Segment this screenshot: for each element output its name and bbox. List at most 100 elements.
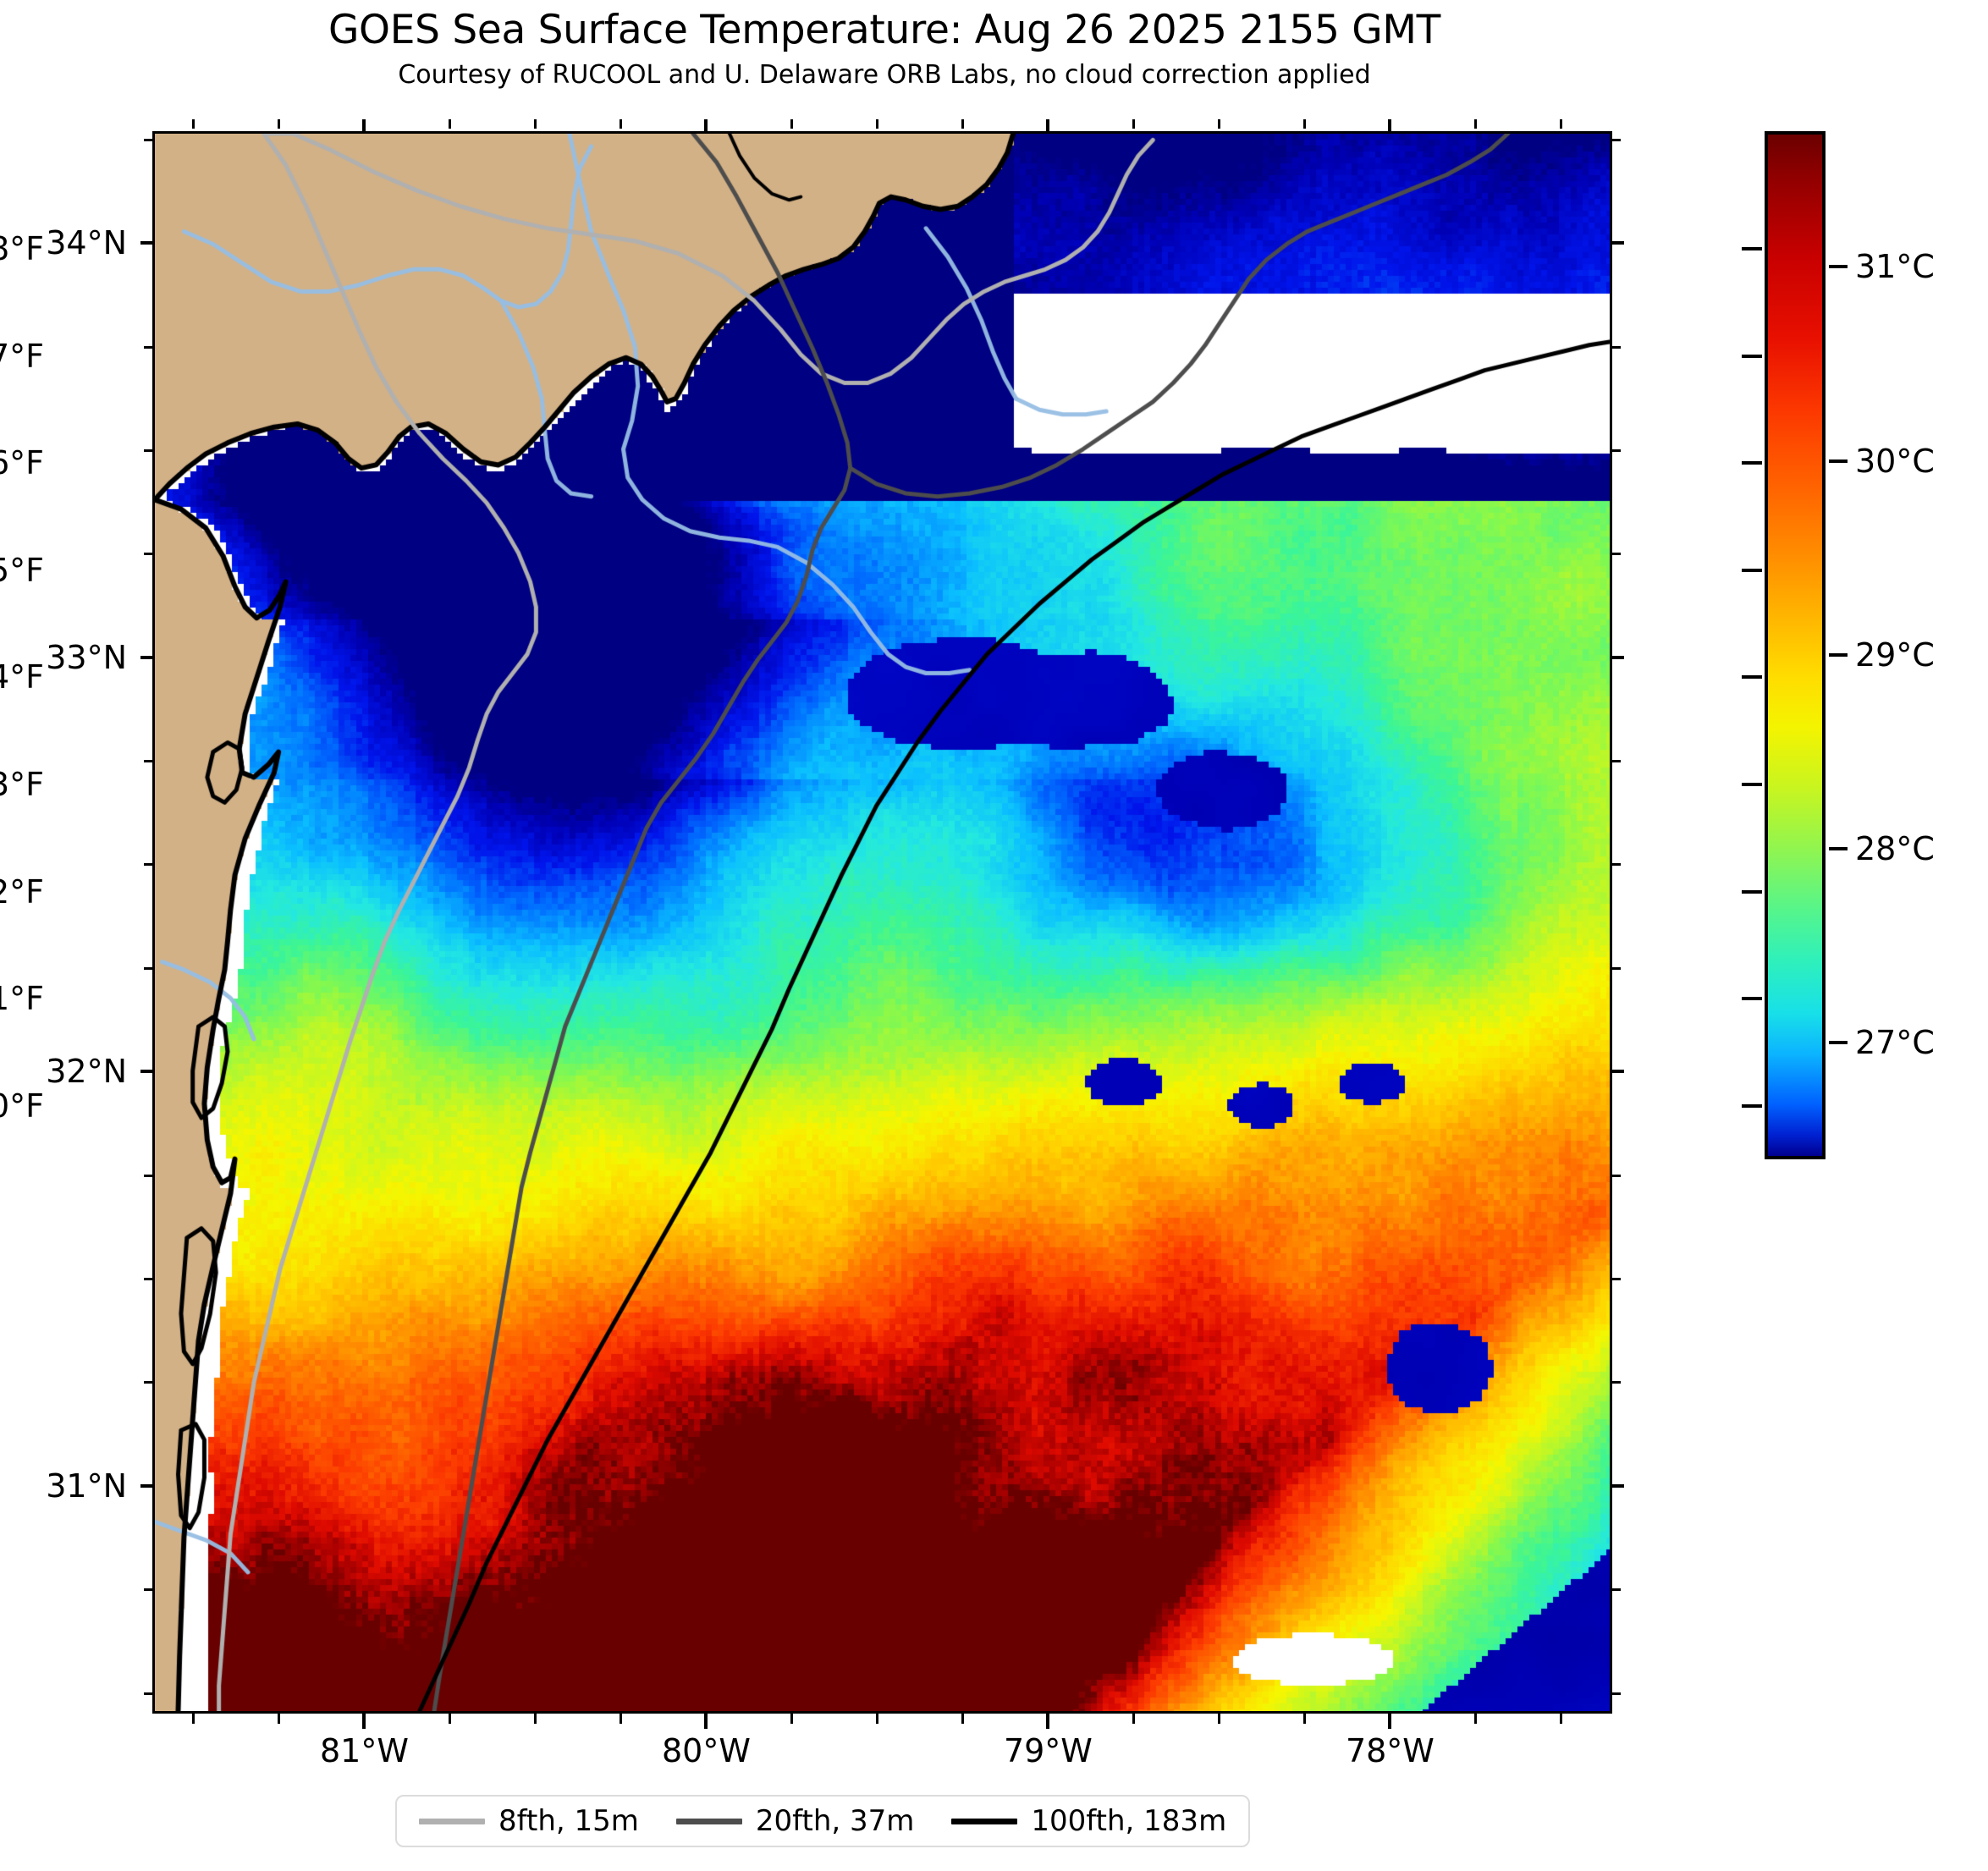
longitude-minor-tick <box>1560 119 1563 129</box>
colorbar-celsius-label: 29°C <box>1855 636 1935 674</box>
latitude-minor-tick <box>144 1381 152 1384</box>
longitude-minor-tick <box>1132 1714 1136 1724</box>
latitude-minor-tick <box>1612 138 1621 141</box>
latitude-minor-tick <box>1612 345 1621 349</box>
colorbar-fahrenheit-label: 83°F <box>0 766 44 804</box>
colorbar-celsius-tick <box>1829 847 1848 851</box>
latitude-minor-tick <box>144 966 152 970</box>
latitude-minor-tick <box>144 863 152 867</box>
sst-heatmap-canvas <box>155 134 1610 1711</box>
longitude-tick <box>704 119 708 133</box>
longitude-minor-tick <box>1218 119 1221 129</box>
latitude-minor-tick <box>144 345 152 349</box>
latitude-tick-label: 34°N <box>46 224 127 262</box>
latitude-minor-tick <box>144 1174 152 1177</box>
longitude-minor-tick <box>1560 1714 1563 1724</box>
latitude-minor-tick <box>1612 966 1621 970</box>
longitude-minor-tick <box>1303 119 1307 129</box>
colorbar-fahrenheit-label: 82°F <box>0 872 44 911</box>
longitude-tick <box>1388 119 1392 133</box>
colorbar-fahrenheit-tick <box>1742 568 1762 572</box>
longitude-tick <box>704 1714 708 1729</box>
longitude-minor-tick <box>961 119 965 129</box>
colorbar-fahrenheit-label: 85°F <box>0 551 44 589</box>
longitude-tick-label: 81°W <box>319 1732 409 1769</box>
colorbar-fahrenheit-label: 86°F <box>0 444 44 482</box>
page-title: GOES Sea Surface Temperature: Aug 26 202… <box>328 7 1441 53</box>
latitude-minor-tick <box>1612 760 1621 763</box>
latitude-tick <box>140 655 152 659</box>
depth-contour-legend: 8fth, 15m 20fth, 37m 100fth, 183m <box>395 1795 1251 1847</box>
latitude-tick <box>1612 1070 1624 1074</box>
longitude-tick <box>362 1714 366 1729</box>
longitude-minor-tick <box>790 1714 794 1724</box>
longitude-minor-tick <box>876 1714 879 1724</box>
legend-entry: 20fth, 37m <box>675 1804 915 1838</box>
legend-label: 8fth, 15m <box>498 1804 639 1838</box>
longitude-minor-tick <box>534 119 537 129</box>
latitude-minor-tick <box>1612 553 1621 556</box>
longitude-tick-label: 80°W <box>661 1732 751 1769</box>
longitude-tick <box>1046 119 1050 133</box>
sst-map-panel <box>152 131 1612 1714</box>
latitude-minor-tick <box>1612 1381 1621 1384</box>
longitude-minor-tick <box>620 119 623 129</box>
colorbar-fahrenheit-tick <box>1742 997 1762 1001</box>
longitude-tick-label: 78°W <box>1345 1732 1435 1769</box>
latitude-tick <box>1612 1483 1624 1488</box>
longitude-minor-tick <box>876 119 879 129</box>
longitude-minor-tick <box>449 1714 452 1724</box>
latitude-minor-tick <box>1612 1174 1621 1177</box>
longitude-minor-tick <box>1474 1714 1478 1724</box>
latitude-minor-tick <box>144 448 152 452</box>
colorbar-fahrenheit-tick <box>1742 1103 1762 1108</box>
latitude-minor-tick <box>144 138 152 141</box>
longitude-minor-tick <box>1132 119 1136 129</box>
colorbar-fahrenheit-tick <box>1742 889 1762 894</box>
latitude-minor-tick <box>144 1588 152 1592</box>
legend-entry: 8fth, 15m <box>419 1804 639 1838</box>
colorbar-fahrenheit-label: 81°F <box>0 980 44 1018</box>
latitude-tick <box>1612 655 1624 659</box>
legend-line-swatch <box>419 1818 485 1824</box>
latitude-tick <box>140 1070 152 1074</box>
colorbar-fahrenheit-tick <box>1742 675 1762 680</box>
longitude-minor-tick <box>1218 1714 1221 1724</box>
longitude-minor-tick <box>192 119 195 129</box>
latitude-minor-tick <box>1612 863 1621 867</box>
longitude-tick <box>1388 1714 1392 1729</box>
longitude-minor-tick <box>278 1714 281 1724</box>
longitude-tick <box>362 119 366 133</box>
latitude-minor-tick <box>1612 1277 1621 1280</box>
colorbar-fahrenheit-label: 84°F <box>0 658 44 696</box>
latitude-minor-tick <box>1612 1588 1621 1592</box>
colorbar-celsius-label: 30°C <box>1855 442 1935 480</box>
latitude-tick-label: 31°N <box>46 1467 127 1505</box>
latitude-minor-tick <box>1612 448 1621 452</box>
longitude-minor-tick <box>961 1714 965 1724</box>
longitude-minor-tick <box>1474 119 1478 129</box>
latitude-minor-tick <box>144 1277 152 1280</box>
latitude-tick-label: 33°N <box>46 638 127 676</box>
longitude-minor-tick <box>278 119 281 129</box>
page-subtitle: Courtesy of RUCOOL and U. Delaware ORB L… <box>398 60 1371 90</box>
colorbar-fahrenheit-tick <box>1742 783 1762 787</box>
latitude-minor-tick <box>1612 1692 1621 1695</box>
latitude-minor-tick <box>144 1692 152 1695</box>
colorbar-gradient <box>1768 135 1822 1156</box>
colorbar-fahrenheit-label: 88°F <box>0 230 44 268</box>
legend-entry: 100fth, 183m <box>951 1804 1226 1838</box>
colorbar-fahrenheit-tick <box>1742 354 1762 358</box>
latitude-tick <box>140 1483 152 1488</box>
longitude-minor-tick <box>1303 1714 1307 1724</box>
longitude-tick-label: 79°W <box>1003 1732 1093 1769</box>
colorbar-celsius-label: 31°C <box>1855 248 1935 286</box>
legend-label: 20fth, 37m <box>755 1804 915 1838</box>
colorbar-fahrenheit-tick <box>1742 461 1762 465</box>
colorbar-celsius-tick <box>1829 265 1848 269</box>
colorbar-celsius-tick <box>1829 459 1848 463</box>
colorbar <box>1765 131 1826 1159</box>
colorbar-fahrenheit-label: 80°F <box>0 1087 44 1125</box>
colorbar-fahrenheit-tick <box>1742 247 1762 251</box>
longitude-tick <box>1046 1714 1050 1729</box>
